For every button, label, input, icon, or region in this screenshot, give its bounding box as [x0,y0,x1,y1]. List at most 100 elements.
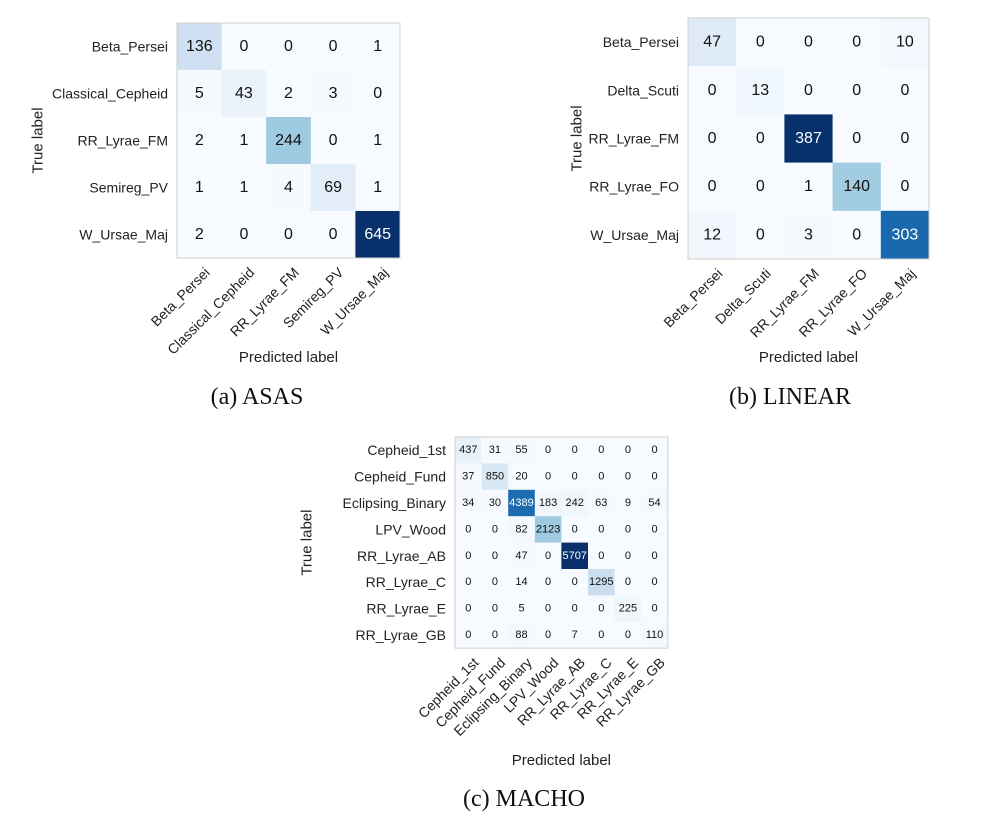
matrix-cell [534,437,562,464]
matrix-cell [310,164,356,212]
cell-value: 12 [703,226,721,243]
matrix-cell [455,463,483,491]
cell-value: 1 [195,179,204,196]
matrix-cell [736,162,785,212]
cell-value: 0 [900,178,909,195]
y-tick-label: Beta_Persei [603,34,679,50]
cell-value: 110 [646,629,664,641]
cell-value: 30 [489,497,501,509]
cell-value: 0 [329,38,338,55]
matrix-cell [481,437,509,464]
cell-value: 0 [545,629,551,641]
cell-value: 0 [852,226,861,243]
matrix-cell [455,516,483,544]
matrix-cell [614,621,642,649]
matrix-cell [508,489,536,517]
cell-value: 850 [486,471,504,483]
matrix-cell [641,489,669,517]
matrix-cell [481,595,509,623]
cell-value: 0 [465,550,471,562]
cell-value: 0 [625,576,631,588]
cell-value: 0 [900,82,909,99]
cell-value: 437 [459,444,477,456]
cell-value: 2123 [536,523,560,535]
matrix-cell [832,162,882,212]
matrix-cell [177,117,223,165]
matrix-cell [736,66,785,115]
cell-value: 0 [598,523,604,535]
matrix-cell [641,516,669,544]
cell-value: 1 [239,132,248,149]
cell-value: 0 [239,38,248,55]
matrix-cell [221,164,267,212]
cell-value: 0 [625,444,631,456]
matrix-cell [880,114,930,164]
cell-value: 0 [651,576,657,588]
cell-value: 5707 [562,550,586,562]
matrix-cell [508,542,536,570]
matrix-cell [266,117,312,165]
cell-value: 0 [804,82,813,99]
cell-value: 0 [572,576,578,588]
cell-value: 0 [598,550,604,562]
cell-value: 645 [364,226,391,243]
cell-value: 0 [756,34,765,51]
matrix-frame [687,17,930,260]
cell-value: 14 [515,576,527,588]
matrix-cell [588,569,616,596]
matrix-cell [355,70,401,118]
cell-value: 0 [572,471,578,483]
matrix-cell [534,516,562,544]
cell-value: 1 [373,179,382,196]
x-axis-label: Predicted label [759,349,858,366]
cell-value: 10 [896,34,914,51]
cell-value: 37 [462,471,474,483]
matrix-cell [641,569,669,596]
confusion-matrix-panel: 136 0 0 0 1 5 43 2 3 0 2 1 244 0 1 1 1 4 69 1 2 0 0 0 645 Beta_Pe… [30,22,401,410]
matrix-cell [508,569,536,596]
matrix-cell [561,595,589,623]
matrix-cell [688,18,737,67]
matrix-cell [614,489,642,517]
cell-value: 0 [492,523,498,535]
matrix-cell [736,114,785,164]
matrix-cell [561,516,589,544]
figure-caption: (b) LINEAR [729,384,851,410]
cell-value: 0 [284,38,293,55]
cell-value: 54 [648,497,660,509]
cell-value: 0 [651,444,657,456]
matrix-cell [832,66,882,115]
cell-value: 13 [751,82,769,99]
cell-value: 387 [795,130,822,147]
matrix-cell [508,595,536,623]
matrix-cell [310,70,356,118]
y-tick-label: Classical_Cepheid [52,86,168,102]
cell-value: 0 [651,523,657,535]
matrix-cell [177,23,223,71]
y-tick-label: Eclipsing_Binary [343,495,447,511]
cell-value: 0 [329,132,338,149]
matrix-cell [561,542,589,570]
matrix-frame [176,22,401,259]
cell-value: 31 [489,444,501,456]
matrix-cell [508,463,536,491]
matrix-cell [481,489,509,517]
cell-value: 0 [465,603,471,615]
matrix-cell [310,117,356,165]
matrix-cell [177,164,223,212]
cell-value: 0 [598,603,604,615]
matrix-cell [455,489,483,517]
cell-value: 0 [651,471,657,483]
x-axis-label: Predicted label [239,349,338,366]
matrix-cell [688,210,737,260]
matrix-cell [688,66,737,115]
matrix-cell [221,70,267,118]
matrix-cell [266,164,312,212]
cell-value: 0 [572,523,578,535]
matrix-cell [784,114,834,164]
matrix-cell [534,595,562,623]
matrix-cell [534,542,562,570]
matrix-cell [355,117,401,165]
cell-value: 43 [235,85,253,102]
